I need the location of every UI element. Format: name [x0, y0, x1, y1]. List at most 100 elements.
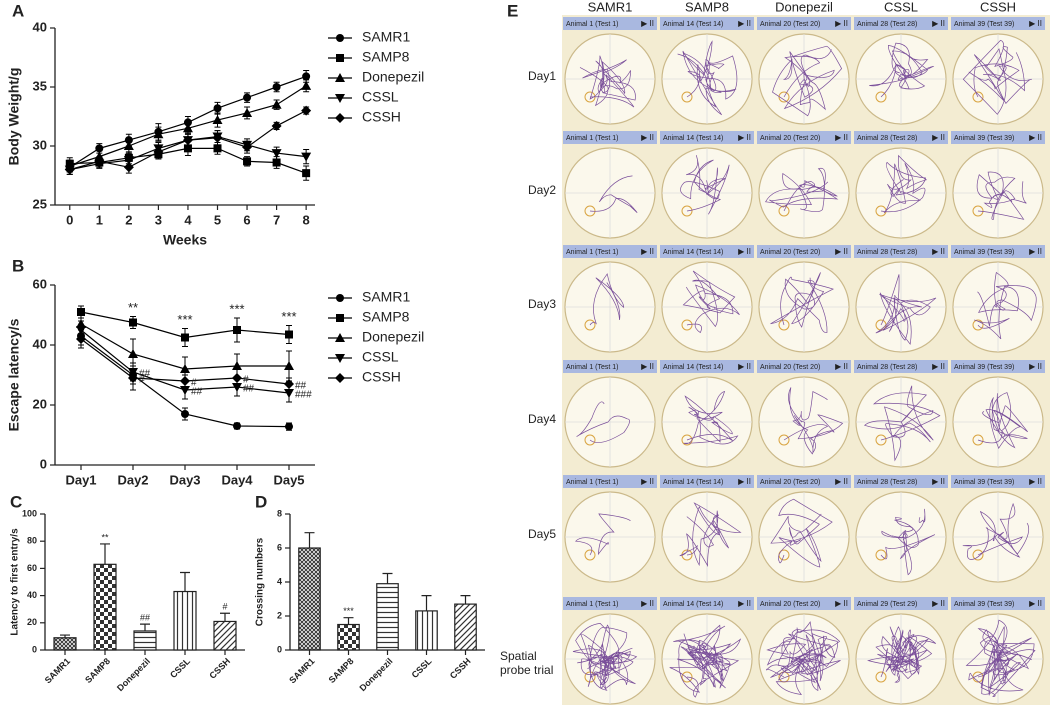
platform — [875, 549, 887, 561]
marker — [213, 104, 222, 113]
marker — [212, 115, 223, 125]
tile-control: ▶ II — [835, 599, 848, 608]
marker — [94, 156, 105, 167]
platform — [875, 671, 887, 683]
marker — [335, 333, 345, 342]
marker — [64, 164, 75, 175]
annotation: *** — [281, 309, 296, 324]
marker — [180, 386, 190, 395]
platform — [778, 319, 790, 331]
annotation: ## — [140, 613, 150, 623]
y-axis-label: Latency to first entry/s — [10, 528, 21, 636]
legend-label: CSSL — [362, 89, 399, 105]
swim-track — [772, 45, 843, 117]
error-bar — [343, 617, 354, 625]
panel-label: D — [255, 492, 267, 511]
marker — [128, 349, 138, 358]
y-tick-label: 40 — [33, 19, 47, 34]
y-tick-label: 60 — [33, 276, 47, 291]
tile-header — [854, 17, 948, 30]
swim-track — [766, 621, 841, 695]
error-bar — [60, 634, 70, 638]
tile-header — [563, 360, 657, 373]
platform — [584, 319, 596, 331]
platform — [681, 205, 693, 217]
marker — [242, 107, 253, 117]
tile-title: Animal 20 (Test 20) — [760, 364, 820, 371]
swim-track — [579, 55, 636, 108]
tile-control: ▶ II — [1029, 477, 1042, 486]
y-tick-label: 2 — [277, 610, 282, 620]
tile-control: ▶ II — [738, 599, 751, 608]
y-axis-label: Escape latency/s — [6, 318, 22, 431]
annotation: # — [243, 375, 249, 386]
error-bar — [140, 623, 150, 631]
tile-header — [563, 17, 657, 30]
platform — [972, 549, 984, 561]
tile-title: Animal 28 (Test 28) — [857, 135, 917, 142]
x-tick-label: Day2 — [117, 472, 148, 487]
platform — [681, 91, 693, 103]
tile-header — [854, 360, 948, 373]
annotation: ## — [139, 369, 151, 380]
tile-title: Animal 14 (Test 14) — [663, 249, 723, 256]
marker — [123, 141, 134, 150]
column-header: CSSH — [980, 0, 1016, 14]
tile-title: Animal 14 (Test 14) — [663, 135, 723, 142]
x-tick-label: 0 — [66, 212, 73, 227]
error-bar — [220, 612, 230, 622]
marker — [242, 142, 253, 153]
tile-title: Animal 28 (Test 28) — [857, 21, 917, 28]
legend-label: Donepezil — [362, 329, 424, 345]
tile-control: ▶ II — [641, 362, 654, 371]
bar — [53, 637, 77, 651]
marker — [284, 379, 294, 389]
tile-title: Animal 29 (Test 29) — [857, 601, 917, 608]
pool-crosshair — [565, 492, 655, 582]
tile-header — [660, 245, 754, 258]
tile-header — [757, 131, 851, 144]
x-tick-label: Donepezil — [115, 656, 152, 693]
swim-track — [965, 619, 1036, 697]
annotation: ** — [128, 300, 138, 315]
annotation: ### — [295, 390, 312, 401]
annotation: ** — [101, 532, 109, 542]
tile-header — [951, 245, 1045, 258]
tile-control: ▶ II — [835, 362, 848, 371]
marker — [301, 105, 312, 116]
marker — [233, 326, 241, 334]
x-tick-label: CSSH — [448, 656, 473, 681]
marker — [233, 422, 241, 430]
bar — [298, 547, 321, 651]
swim-track — [880, 154, 928, 214]
pool-crosshair — [759, 262, 849, 352]
swim-track — [679, 502, 742, 568]
legend-label: CSSL — [362, 349, 399, 365]
tile-control: ▶ II — [835, 133, 848, 142]
x-tick-label: 2 — [125, 212, 132, 227]
column-header: SAMP8 — [685, 0, 729, 14]
pool-crosshair — [953, 148, 1043, 238]
marker — [180, 376, 190, 386]
marker — [243, 157, 252, 166]
marker — [285, 330, 293, 339]
legend-label: SAMP8 — [362, 309, 410, 325]
tile-header — [854, 475, 948, 488]
pool-crosshair — [565, 377, 655, 467]
swim-track — [770, 272, 835, 333]
swim-track — [977, 392, 1028, 449]
row-label: Day2 — [528, 183, 557, 197]
tile-header — [563, 475, 657, 488]
x-tick-label: CSSL — [410, 656, 434, 680]
x-tick-label: 5 — [214, 212, 221, 227]
y-tick-label: 6 — [277, 542, 282, 552]
swim-track — [867, 626, 937, 683]
panel-label: B — [12, 256, 24, 275]
platform — [972, 319, 984, 331]
error-bar — [382, 572, 393, 584]
swim-track — [864, 385, 941, 462]
y-tick-label: 40 — [33, 336, 47, 351]
tile-title: Animal 20 (Test 20) — [760, 601, 820, 608]
tile-title: Animal 1 (Test 1) — [566, 249, 619, 256]
pool-crosshair — [565, 614, 655, 704]
